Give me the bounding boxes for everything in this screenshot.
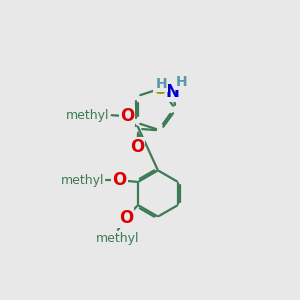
Text: S: S: [154, 80, 166, 98]
Text: O: O: [130, 138, 144, 156]
Text: methyl: methyl: [66, 109, 110, 122]
Text: H: H: [155, 77, 167, 91]
Text: O: O: [120, 107, 134, 125]
Text: methyl: methyl: [96, 232, 139, 245]
Text: H: H: [176, 75, 187, 89]
Text: O: O: [112, 171, 127, 189]
Text: N: N: [166, 82, 180, 101]
Text: O: O: [118, 209, 133, 227]
Text: methyl: methyl: [61, 174, 104, 187]
